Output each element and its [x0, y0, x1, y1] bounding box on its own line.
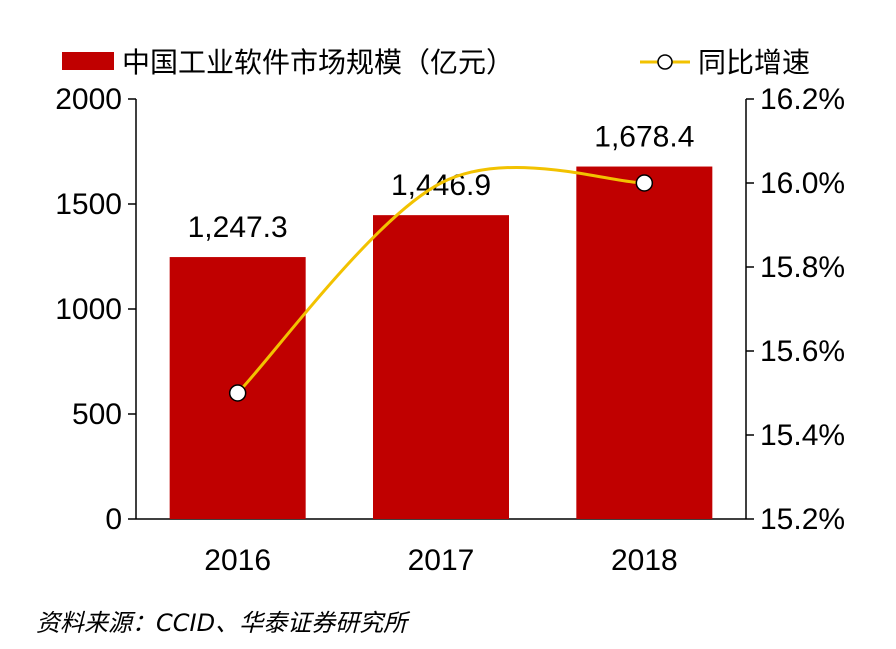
- left-y-axis: 0 500 1000 1500 2000: [55, 83, 137, 536]
- bar-value-label: 1,678.4: [594, 121, 694, 154]
- left-tick-label: 0: [105, 503, 122, 536]
- legend-line-marker-icon: [657, 54, 673, 70]
- right-tick-label: 15.2%: [760, 503, 845, 536]
- x-tick-label: 2017: [408, 544, 475, 577]
- right-tick-label: 15.8%: [760, 251, 845, 284]
- bar-2018: [576, 166, 713, 519]
- bar-value-label: 1,446.9: [391, 169, 491, 202]
- right-tick-label: 16.0%: [760, 167, 845, 200]
- left-tick-label: 1500: [55, 188, 122, 221]
- growth-line-path: [236, 165, 645, 395]
- right-tick-label: 15.6%: [760, 335, 845, 368]
- x-tick-label: 2016: [204, 544, 271, 577]
- growth-point-2016: [228, 384, 247, 402]
- growth-point-2018: [635, 174, 654, 192]
- bar-data-labels: 1,247.3 1,446.9 1,678.4: [188, 121, 695, 245]
- x-tick-label: 2018: [611, 544, 678, 577]
- right-tick-label: 15.4%: [760, 419, 845, 452]
- legend-bar-label: 中国工业软件市场规模（亿元）: [122, 46, 514, 79]
- left-tick-label: 2000: [55, 83, 122, 116]
- left-tick-label: 500: [72, 398, 122, 431]
- right-y-axis: 15.2% 15.4% 15.6% 15.8% 16.0% 16.2%: [745, 83, 845, 536]
- right-tick-label: 16.2%: [760, 83, 845, 116]
- source-note: 资料来源：CCID、华泰证券研究所: [36, 609, 411, 637]
- legend-bar-swatch: [62, 52, 114, 70]
- x-axis: 2016 2017 2018: [136, 518, 746, 577]
- legend-line-label: 同比增速: [698, 46, 810, 79]
- bar-2017: [373, 215, 509, 519]
- legend: 中国工业软件市场规模（亿元） 同比增速: [62, 46, 810, 79]
- growth-line-series: [228, 165, 654, 402]
- left-tick-label: 1000: [55, 293, 122, 326]
- bar-value-label: 1,247.3: [188, 211, 288, 244]
